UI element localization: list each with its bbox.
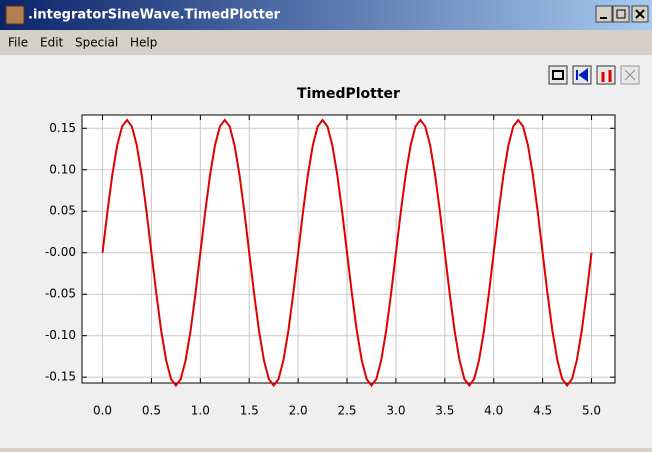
window-controls[interactable] <box>595 5 649 23</box>
maximize-button[interactable] <box>612 5 630 23</box>
y-tick-label: -0.15 <box>45 370 76 384</box>
x-tick-label: 2.5 <box>337 404 356 418</box>
x-tick-label: 0.5 <box>142 404 161 418</box>
x-tick-label: 1.0 <box>191 404 210 418</box>
reset-glyph <box>576 68 588 82</box>
data-line <box>101 118 593 388</box>
minimize-button[interactable] <box>595 5 613 23</box>
x-tick-label: 4.0 <box>484 404 503 418</box>
x-tick-label: 3.5 <box>435 404 454 418</box>
app-icon <box>5 5 25 25</box>
menu-bar <box>0 30 652 54</box>
format-glyph <box>601 70 612 82</box>
x-tick-label: 5.0 <box>582 404 601 418</box>
toolbar <box>548 65 640 85</box>
x-tick-label: 2.0 <box>289 404 308 418</box>
maximize-glyph <box>616 9 626 19</box>
y-tick-label: 0.10 <box>49 162 76 176</box>
chart-title: TimedPlotter <box>297 86 400 102</box>
x-tick-label: 1.5 <box>240 404 259 418</box>
plot-area <box>81 114 616 384</box>
title-bar <box>0 0 652 30</box>
y-tick-label: -0.10 <box>45 328 76 342</box>
format-button[interactable] <box>596 65 616 85</box>
menu-item[interactable]: Help <box>130 36 157 50</box>
menu-item[interactable]: Edit <box>40 36 64 50</box>
menu-item[interactable]: Special <box>75 36 118 50</box>
x-tick-label: 3.0 <box>386 404 405 418</box>
print-glyph <box>552 70 564 80</box>
y-tick-label: 0.15 <box>49 121 76 135</box>
x-tick-label: 0.0 <box>93 404 112 418</box>
fill-glyph <box>624 69 636 81</box>
y-tick-label: 0.05 <box>49 204 76 218</box>
print-button[interactable] <box>548 65 568 85</box>
y-tick-label: -0.05 <box>45 287 76 301</box>
menu-item[interactable]: File <box>8 36 28 50</box>
x-tick-label: 4.5 <box>533 404 552 418</box>
plot: TimedPlotter 0.15 0.10 0.05 -0.00 -0.05 -0.10 -… <box>45 86 616 418</box>
window-title: .integratorSineWave.TimedPlotter <box>28 8 281 23</box>
y-tick-label: -0.00 <box>45 245 76 259</box>
close-glyph <box>635 9 645 19</box>
